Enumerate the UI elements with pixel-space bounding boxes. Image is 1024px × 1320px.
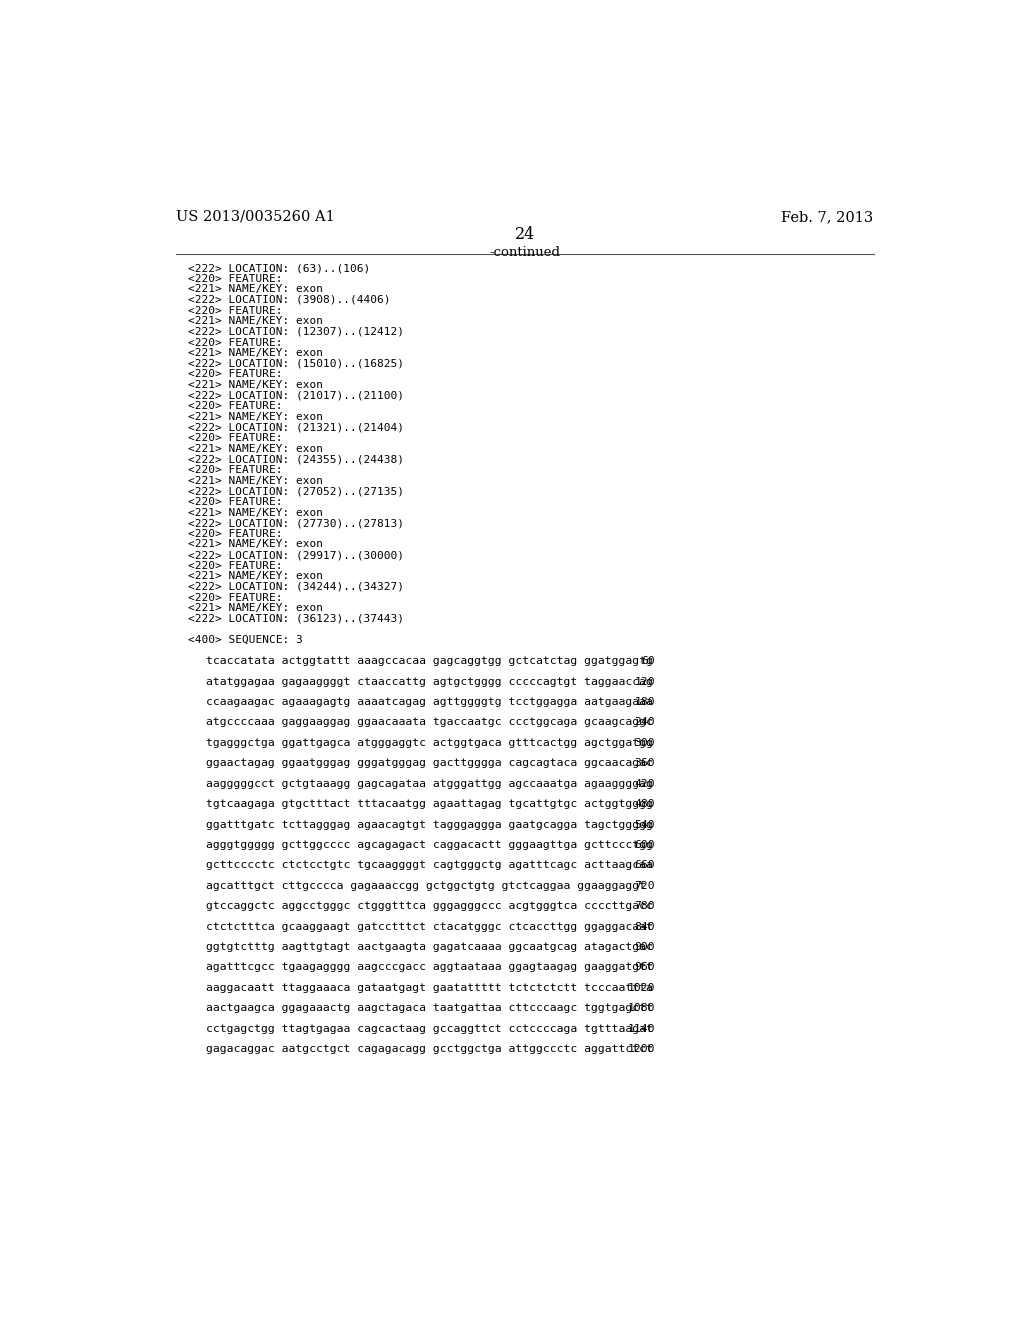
Text: tcaccatata actggtattt aaagccacaa gagcaggtgg gctcatctag ggatggagtg: tcaccatata actggtattt aaagccacaa gagcagg… xyxy=(206,656,652,667)
Text: <221> NAME/KEY: exon: <221> NAME/KEY: exon xyxy=(188,540,324,549)
Text: <221> NAME/KEY: exon: <221> NAME/KEY: exon xyxy=(188,284,324,294)
Text: aaggacaatt ttaggaaaca gataatgagt gaatattttt tctctctctt tcccaattta: aaggacaatt ttaggaaaca gataatgagt gaatatt… xyxy=(206,983,652,993)
Text: <220> FEATURE:: <220> FEATURE: xyxy=(188,465,283,475)
Text: 120: 120 xyxy=(635,677,655,686)
Text: <222> LOCATION: (15010)..(16825): <222> LOCATION: (15010)..(16825) xyxy=(188,359,404,368)
Text: <222> LOCATION: (24355)..(24438): <222> LOCATION: (24355)..(24438) xyxy=(188,454,404,465)
Text: 180: 180 xyxy=(635,697,655,708)
Text: Feb. 7, 2013: Feb. 7, 2013 xyxy=(781,210,873,224)
Text: <220> FEATURE:: <220> FEATURE: xyxy=(188,561,283,570)
Text: US 2013/0035260 A1: US 2013/0035260 A1 xyxy=(176,210,335,224)
Text: 540: 540 xyxy=(635,820,655,829)
Text: aagggggcct gctgtaaagg gagcagataa atgggattgg agccaaatga agaaggggag: aagggggcct gctgtaaagg gagcagataa atgggat… xyxy=(206,779,652,789)
Text: <220> FEATURE:: <220> FEATURE: xyxy=(188,529,283,539)
Text: <220> FEATURE:: <220> FEATURE: xyxy=(188,306,283,315)
Text: atgccccaaa gaggaaggag ggaacaaata tgaccaatgc ccctggcaga gcaagcaggc: atgccccaaa gaggaaggag ggaacaaata tgaccaa… xyxy=(206,718,652,727)
Text: <221> NAME/KEY: exon: <221> NAME/KEY: exon xyxy=(188,475,324,486)
Text: <220> FEATURE:: <220> FEATURE: xyxy=(188,401,283,412)
Text: <220> FEATURE:: <220> FEATURE: xyxy=(188,273,283,284)
Text: <222> LOCATION: (21321)..(21404): <222> LOCATION: (21321)..(21404) xyxy=(188,422,404,433)
Text: 660: 660 xyxy=(635,861,655,870)
Text: <222> LOCATION: (63)..(106): <222> LOCATION: (63)..(106) xyxy=(188,263,371,273)
Text: tgagggctga ggattgagca atgggaggtc actggtgaca gtttcactgg agctggatgg: tgagggctga ggattgagca atgggaggtc actggtg… xyxy=(206,738,652,748)
Text: tgtcaagaga gtgctttact tttacaatgg agaattagag tgcattgtgc actggtgggg: tgtcaagaga gtgctttact tttacaatgg agaatta… xyxy=(206,799,652,809)
Text: <222> LOCATION: (27052)..(27135): <222> LOCATION: (27052)..(27135) xyxy=(188,486,404,496)
Text: <222> LOCATION: (36123)..(37443): <222> LOCATION: (36123)..(37443) xyxy=(188,614,404,624)
Text: 1140: 1140 xyxy=(628,1023,655,1034)
Text: 24: 24 xyxy=(515,226,535,243)
Text: 900: 900 xyxy=(635,942,655,952)
Text: ggtgtctttg aagttgtagt aactgaagta gagatcaaaa ggcaatgcag atagactgac: ggtgtctttg aagttgtagt aactgaagta gagatca… xyxy=(206,942,652,952)
Text: <220> FEATURE:: <220> FEATURE: xyxy=(188,496,283,507)
Text: 360: 360 xyxy=(635,758,655,768)
Text: 720: 720 xyxy=(635,880,655,891)
Text: agatttcgcc tgaagagggg aagcccgacc aggtaataaa ggagtaagag gaaggatgtt: agatttcgcc tgaagagggg aagcccgacc aggtaat… xyxy=(206,962,652,973)
Text: <221> NAME/KEY: exon: <221> NAME/KEY: exon xyxy=(188,348,324,358)
Text: 780: 780 xyxy=(635,902,655,911)
Text: <221> NAME/KEY: exon: <221> NAME/KEY: exon xyxy=(188,572,324,581)
Text: <400> SEQUENCE: 3: <400> SEQUENCE: 3 xyxy=(188,635,303,645)
Text: 840: 840 xyxy=(635,921,655,932)
Text: <220> FEATURE:: <220> FEATURE: xyxy=(188,338,283,347)
Text: <220> FEATURE:: <220> FEATURE: xyxy=(188,593,283,602)
Text: <222> LOCATION: (12307)..(12412): <222> LOCATION: (12307)..(12412) xyxy=(188,327,404,337)
Text: agggtggggg gcttggcccc agcagagact caggacactt gggaagttga gcttccctgg: agggtggggg gcttggcccc agcagagact caggaca… xyxy=(206,840,652,850)
Text: ggatttgatc tcttagggag agaacagtgt tagggaggga gaatgcagga tagctggggg: ggatttgatc tcttagggag agaacagtgt tagggag… xyxy=(206,820,652,829)
Text: <222> LOCATION: (34244)..(34327): <222> LOCATION: (34244)..(34327) xyxy=(188,582,404,591)
Text: <221> NAME/KEY: exon: <221> NAME/KEY: exon xyxy=(188,603,324,614)
Text: <220> FEATURE:: <220> FEATURE: xyxy=(188,433,283,444)
Text: aactgaagca ggagaaactg aagctagaca taatgattaa cttcccaagc tggtgagctt: aactgaagca ggagaaactg aagctagaca taatgat… xyxy=(206,1003,652,1014)
Text: <222> LOCATION: (29917)..(30000): <222> LOCATION: (29917)..(30000) xyxy=(188,550,404,560)
Text: gtccaggctc aggcctgggc ctgggtttca gggagggccc acgtgggtca ccccttgacc: gtccaggctc aggcctgggc ctgggtttca gggaggg… xyxy=(206,902,652,911)
Text: 600: 600 xyxy=(635,840,655,850)
Text: <221> NAME/KEY: exon: <221> NAME/KEY: exon xyxy=(188,444,324,454)
Text: cctgagctgg ttagtgagaa cagcactaag gccaggttct cctccccaga tgtttaagat: cctgagctgg ttagtgagaa cagcactaag gccaggt… xyxy=(206,1023,652,1034)
Text: 240: 240 xyxy=(635,718,655,727)
Text: <221> NAME/KEY: exon: <221> NAME/KEY: exon xyxy=(188,380,324,389)
Text: 480: 480 xyxy=(635,799,655,809)
Text: ggaactagag ggaatgggag gggatgggag gacttgggga cagcagtaca ggcaacagac: ggaactagag ggaatgggag gggatgggag gacttgg… xyxy=(206,758,652,768)
Text: <221> NAME/KEY: exon: <221> NAME/KEY: exon xyxy=(188,507,324,517)
Text: <221> NAME/KEY: exon: <221> NAME/KEY: exon xyxy=(188,317,324,326)
Text: 300: 300 xyxy=(635,738,655,748)
Text: -continued: -continued xyxy=(489,246,560,259)
Text: <222> LOCATION: (3908)..(4406): <222> LOCATION: (3908)..(4406) xyxy=(188,294,391,305)
Text: gcttcccctc ctctcctgtc tgcaaggggt cagtgggctg agatttcagc acttaagcaa: gcttcccctc ctctcctgtc tgcaaggggt cagtggg… xyxy=(206,861,652,870)
Text: <220> FEATURE:: <220> FEATURE: xyxy=(188,370,283,379)
Text: 1020: 1020 xyxy=(628,983,655,993)
Text: gagacaggac aatgcctgct cagagacagg gcctggctga attggccctc aggattctct: gagacaggac aatgcctgct cagagacagg gcctggc… xyxy=(206,1044,652,1053)
Text: ctctctttca gcaaggaagt gatcctttct ctacatgggc ctcaccttgg ggaggacaat: ctctctttca gcaaggaagt gatcctttct ctacatg… xyxy=(206,921,652,932)
Text: <222> LOCATION: (27730)..(27813): <222> LOCATION: (27730)..(27813) xyxy=(188,519,404,528)
Text: ccaagaagac agaaagagtg aaaatcagag agttggggtg tcctggagga aatgaagaaa: ccaagaagac agaaagagtg aaaatcagag agttggg… xyxy=(206,697,652,708)
Text: <221> NAME/KEY: exon: <221> NAME/KEY: exon xyxy=(188,412,324,422)
Text: 1080: 1080 xyxy=(628,1003,655,1014)
Text: atatggagaa gagaaggggt ctaaccattg agtgctgggg cccccagtgt taggaaccag: atatggagaa gagaaggggt ctaaccattg agtgctg… xyxy=(206,677,652,686)
Text: 60: 60 xyxy=(641,656,655,667)
Text: 960: 960 xyxy=(635,962,655,973)
Text: 1200: 1200 xyxy=(628,1044,655,1053)
Text: agcatttgct cttgcccca gagaaaccgg gctggctgtg gtctcaggaa ggaaggaggt: agcatttgct cttgcccca gagaaaccgg gctggctg… xyxy=(206,880,645,891)
Text: 420: 420 xyxy=(635,779,655,789)
Text: <222> LOCATION: (21017)..(21100): <222> LOCATION: (21017)..(21100) xyxy=(188,391,404,401)
